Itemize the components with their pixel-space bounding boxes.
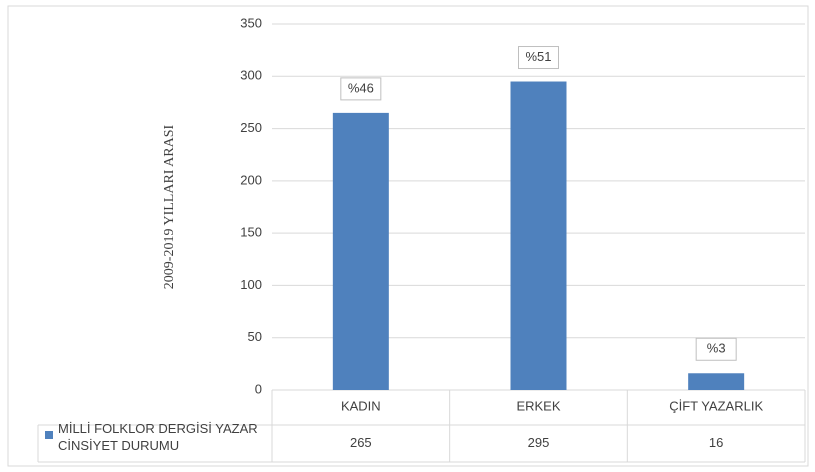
bar [688,373,745,390]
legend-marker [45,431,53,439]
annotation-box [695,337,737,361]
annotation-box [518,46,559,70]
table-value: 265 [350,435,372,450]
y-tick-label: 300 [240,68,262,83]
y-tick-label: 100 [240,277,262,292]
y-axis-label: 2009-2019 YILLARI ARASI [162,124,177,289]
x-tick-label: ÇİFT YAZARLIK [669,398,763,413]
y-tick-label: 50 [248,329,262,344]
chart-border [7,5,809,467]
bar [510,81,567,390]
y-tick-label: 0 [255,381,262,396]
annotation: %3 [707,341,726,356]
annotation: %46 [348,80,374,95]
x-tick-label: KADIN [341,398,381,413]
bar [332,112,389,390]
table-value: 16 [709,435,723,450]
y-tick-label: 250 [240,120,262,135]
y-tick-label: 200 [240,172,262,187]
annotation-box [340,77,382,101]
table-value: 295 [528,435,550,450]
y-tick-label: 350 [240,15,262,30]
legend-entry: MİLLİ FOLKLOR DERGİSİ YAZAR CİNSİYET DUR… [58,421,258,453]
x-tick-label: ERKEK [516,398,560,413]
y-tick-label: 150 [240,225,262,240]
annotation: %51 [525,49,551,64]
